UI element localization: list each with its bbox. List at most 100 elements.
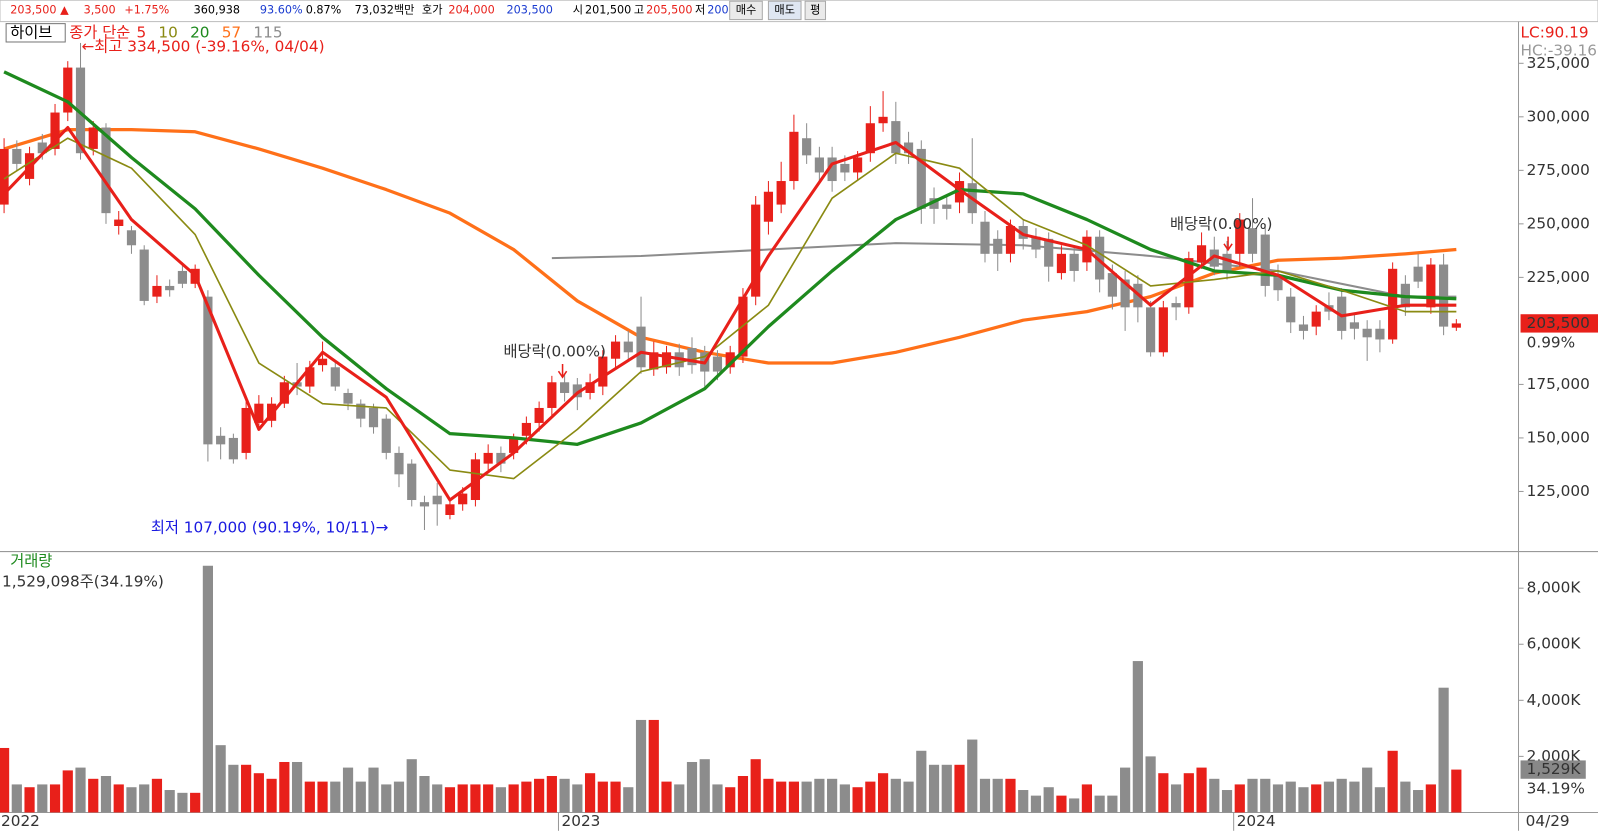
volume-bar bbox=[1387, 750, 1398, 813]
toolbar-button[interactable] bbox=[729, 0, 763, 21]
volume-bar bbox=[877, 773, 889, 813]
volume-bar bbox=[355, 781, 366, 813]
candle-body bbox=[903, 142, 914, 154]
candle-body bbox=[878, 116, 888, 124]
volume-bar bbox=[11, 784, 22, 813]
moving-average-line bbox=[3, 70, 1457, 446]
volume-bar bbox=[368, 767, 379, 813]
volume-bar bbox=[1056, 795, 1067, 813]
candle-body bbox=[585, 382, 595, 393]
volume-bar bbox=[597, 781, 608, 813]
volume-bar bbox=[342, 767, 354, 813]
candle-body bbox=[126, 230, 137, 246]
candle-body bbox=[203, 296, 213, 445]
volume-bar bbox=[1362, 767, 1373, 813]
candle-body bbox=[1286, 296, 1296, 323]
volume-bar bbox=[1374, 787, 1386, 813]
toolbar-value: 호가 bbox=[422, 3, 443, 16]
volume-bar bbox=[954, 764, 965, 813]
candle-body bbox=[1056, 253, 1067, 274]
candle-body bbox=[165, 285, 175, 291]
volume-bar bbox=[202, 565, 213, 813]
volume-bar bbox=[317, 781, 328, 813]
candle-body bbox=[216, 435, 226, 445]
x-tick-label: 2023 bbox=[562, 812, 601, 830]
candle-body bbox=[63, 67, 73, 113]
candle-body bbox=[50, 112, 60, 149]
volume-bar bbox=[139, 784, 150, 813]
y-tick-label: 225,000 bbox=[1527, 268, 1590, 286]
candle-body bbox=[751, 204, 761, 297]
volume-bar bbox=[1043, 787, 1054, 813]
toolbar-button-label[interactable]: 매도 bbox=[774, 3, 795, 16]
volume-total: 1,529,098주(34.19%) bbox=[2, 573, 164, 591]
volume-bar bbox=[1145, 756, 1156, 813]
volume-bar bbox=[1451, 769, 1462, 813]
volume-bar bbox=[890, 778, 901, 813]
volume-bar bbox=[62, 770, 73, 813]
volume-bar bbox=[215, 745, 226, 813]
toolbar-button[interactable] bbox=[804, 0, 827, 21]
volume-bar bbox=[750, 759, 761, 813]
volume-bar bbox=[0, 747, 10, 813]
candle-body bbox=[916, 148, 926, 209]
toolbar-button-label[interactable]: 평 bbox=[810, 3, 820, 16]
toolbar-value: 203,500 bbox=[507, 3, 553, 16]
candle-body bbox=[496, 452, 506, 464]
candle-body bbox=[827, 157, 837, 182]
candle-body bbox=[929, 198, 939, 209]
volume-title: 거래량 bbox=[10, 552, 52, 570]
y-tick-label: 300,000 bbox=[1527, 107, 1590, 125]
candle-body bbox=[1375, 328, 1385, 340]
volume-bar bbox=[827, 778, 838, 813]
toolbar-value: +1.75% bbox=[124, 3, 169, 16]
candle-body bbox=[177, 270, 188, 284]
candle-body bbox=[12, 148, 22, 164]
candle-body bbox=[980, 221, 990, 254]
volume-bar bbox=[699, 759, 710, 813]
candle-body bbox=[598, 356, 608, 387]
y-tick-label: 4,000K bbox=[1527, 691, 1582, 709]
toolbar-button-label[interactable]: 매수 bbox=[736, 3, 757, 16]
toolbar-value: 저 bbox=[695, 3, 705, 16]
candle-body bbox=[1209, 249, 1219, 267]
volume-bar bbox=[393, 781, 405, 813]
volume-bar bbox=[177, 792, 188, 813]
y-tick-label: 2,000K bbox=[1527, 747, 1582, 765]
volume-bar bbox=[928, 764, 940, 813]
stock-name: 하이브 bbox=[10, 23, 52, 41]
dividend-annotation: 배당락(0.00%) bbox=[503, 342, 606, 360]
candle-body bbox=[483, 452, 493, 464]
last-volume-label: 1,529K bbox=[1527, 760, 1582, 778]
toolbar-value: 203,500 ▲ bbox=[10, 3, 69, 16]
last-volume-box bbox=[1520, 760, 1586, 779]
volume-bar bbox=[1400, 781, 1411, 813]
volume-bar bbox=[852, 787, 863, 813]
volume-bar bbox=[1285, 781, 1296, 813]
y-tick-label: 250,000 bbox=[1527, 214, 1590, 232]
candle-body bbox=[1222, 253, 1232, 271]
legend-entry: 57 bbox=[222, 23, 241, 41]
volume-bar bbox=[559, 778, 570, 813]
volume-bar bbox=[406, 759, 417, 813]
candle-body bbox=[636, 326, 646, 368]
toolbar-value: 고 bbox=[634, 3, 644, 16]
toolbar-button[interactable] bbox=[767, 0, 802, 21]
candle-body bbox=[687, 348, 697, 366]
volume-bar bbox=[24, 787, 35, 813]
candle-body bbox=[407, 463, 417, 501]
volume-bar bbox=[100, 776, 112, 813]
candle-body bbox=[1362, 328, 1372, 338]
dividend-annotation: 배당락(0.00%) bbox=[1170, 215, 1273, 233]
low-annotation: 최저 107,000 (90.19%, 10/11)→ bbox=[151, 519, 389, 537]
candle-body bbox=[712, 356, 723, 372]
candle-body bbox=[356, 403, 366, 419]
volume-bar bbox=[1132, 661, 1143, 813]
toolbar-value: 204,000 bbox=[448, 3, 494, 16]
volume-bar bbox=[1234, 784, 1245, 813]
toolbar-value: 93.60% bbox=[260, 3, 303, 16]
toolbar-value: 205,500 bbox=[646, 3, 692, 16]
dividend-arrow bbox=[557, 364, 568, 379]
candle-body bbox=[1337, 296, 1347, 331]
stock-name-box bbox=[5, 23, 66, 43]
